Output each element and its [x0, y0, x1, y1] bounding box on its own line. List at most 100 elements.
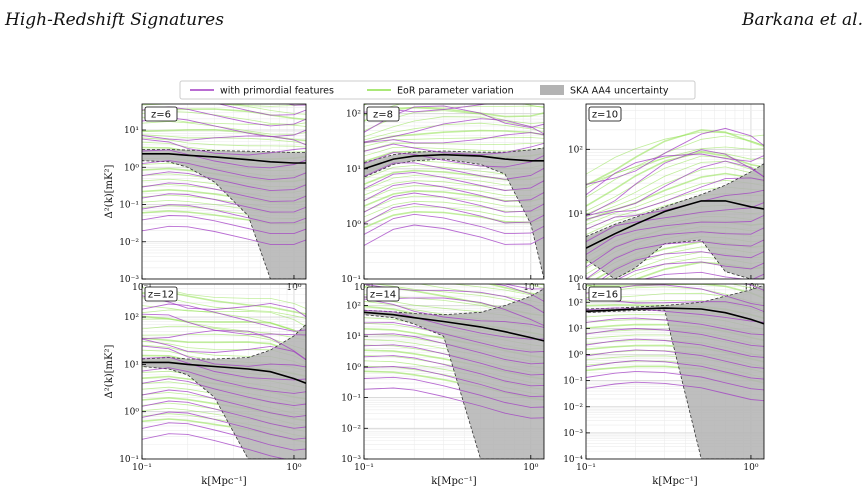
primordial-curve	[586, 149, 764, 217]
primordial-curve	[586, 177, 764, 220]
eor-curve	[364, 206, 544, 223]
primordial-curve	[142, 356, 306, 381]
uncertainty-edge-lower	[364, 158, 544, 279]
ytick-label: 10¹	[568, 210, 583, 220]
primordial-curve	[142, 367, 306, 394]
primordial-curve	[364, 224, 544, 246]
primordial-curve	[586, 317, 764, 336]
panel-z14: 10⁻³ 10⁻² 10⁻¹ 10⁰ 10¹ 10² 10⁻¹ 10⁰ z=14 k[Mpc⁻¹]	[341, 244, 545, 487]
fiducial-curve	[142, 361, 306, 384]
primordial-curve	[586, 381, 764, 402]
primordial-curve	[586, 328, 764, 347]
panel-frame	[141, 283, 307, 460]
primordial-curve	[142, 171, 306, 192]
ytick-label: 10²	[124, 313, 139, 323]
redshift-tag: z=14	[370, 290, 396, 301]
fiducial-curve	[586, 200, 764, 249]
primordial-curve	[364, 203, 544, 224]
uncertainty-edge-lower	[586, 309, 764, 459]
ytick-label: 10⁻³	[341, 455, 361, 465]
eor-curve	[586, 131, 764, 175]
legend-swatch-2	[540, 85, 564, 95]
redshift-tag-box	[366, 106, 400, 122]
redshift-tag: z=12	[148, 290, 174, 301]
page-header-right: Barkana et al.	[742, 10, 863, 30]
primordial-curve	[586, 202, 764, 243]
panel-plot-area	[364, 104, 544, 279]
xtick-label: 10⁰	[743, 463, 758, 473]
panel-frame	[141, 103, 307, 280]
primordial-curve	[364, 171, 544, 191]
legend: with primordial features EoR parameter va…	[179, 80, 696, 100]
primordial-curve	[601, 251, 764, 279]
eor-curve	[142, 104, 306, 115]
ytick-label: 10⁰	[346, 363, 361, 373]
primordial-curve	[364, 376, 544, 408]
primordial-curve	[364, 355, 544, 387]
primordial-curve	[364, 344, 544, 376]
y-axis-label: Δ²(k)[mK²]	[104, 344, 115, 398]
primordial-curve	[142, 295, 306, 318]
fiducial-curve	[142, 153, 306, 164]
primordial-curve	[491, 284, 544, 302]
ytick-label: 10²	[568, 298, 583, 308]
primordial-curve	[142, 149, 306, 169]
ytick-label: 10¹	[346, 332, 361, 342]
eor-curve	[364, 122, 544, 141]
eor-curve	[364, 104, 544, 116]
eor-curve	[142, 137, 306, 148]
ytick-label: 10⁻¹	[341, 275, 361, 285]
primordial-curve	[142, 345, 306, 368]
ytick-label: 10⁻¹	[341, 394, 361, 404]
ytick-label: 10⁻³	[119, 275, 139, 285]
redshift-tag: z=10	[592, 110, 618, 121]
primordial-curve	[142, 389, 306, 418]
uncertainty-edge-lower	[142, 366, 306, 459]
primordial-curve	[364, 192, 544, 213]
primordial-curve	[364, 162, 544, 180]
primordial-curve	[364, 250, 544, 280]
xtick-label: 10⁻¹	[354, 463, 374, 473]
eor-curve	[450, 284, 544, 300]
uncertainty-edge-lower	[586, 239, 764, 279]
ytick-label: 10⁻¹	[119, 201, 139, 211]
uncertainty-edge-lower	[364, 314, 544, 459]
ytick-label: 10⁰	[568, 275, 583, 285]
legend-frame	[179, 80, 696, 100]
ytick-label: 10²	[346, 301, 361, 311]
primordial-curve	[142, 225, 306, 245]
fiducial-curve	[364, 311, 544, 342]
redshift-tag: z=16	[592, 290, 618, 301]
uncertainty-edge-upper	[364, 288, 544, 316]
primordial-curve	[364, 298, 544, 328]
panel-plot-area	[364, 244, 544, 459]
uncertainty-band	[586, 285, 764, 459]
ytick-label: 10⁻⁴	[563, 455, 583, 465]
primordial-curve	[586, 127, 764, 185]
primordial-curve	[142, 138, 306, 156]
primordial-curve	[364, 309, 544, 340]
panel-z12: 10⁻¹ 10⁰ 10¹ 10² 10⁻¹ 10⁰ z=12 Δ²(k)[mK²] k[Mpc⁻…	[104, 283, 307, 487]
primordial-curve	[142, 400, 306, 429]
panel-plot-area	[142, 284, 306, 459]
primordial-curve	[364, 152, 544, 168]
primordial-curve	[503, 284, 544, 290]
primordial-curve	[364, 213, 544, 235]
primordial-curve	[364, 118, 544, 143]
page-header-left: High-Redshift Signatures	[5, 10, 224, 30]
ytick-label: 10⁻²	[119, 238, 139, 248]
primordial-curve	[364, 333, 544, 365]
legend-label-1: EoR parameter variation	[397, 86, 514, 97]
eor-curve	[364, 244, 544, 273]
primordial-curve	[586, 370, 764, 391]
xtick-label: 10⁰	[286, 463, 301, 473]
x-axis-label: k[Mpc⁻¹]	[652, 476, 697, 487]
redshift-tag-box	[588, 106, 622, 122]
ytick-label: 10⁰	[346, 220, 361, 230]
legend-label-2: SKA AA4 uncertainty	[570, 86, 669, 97]
